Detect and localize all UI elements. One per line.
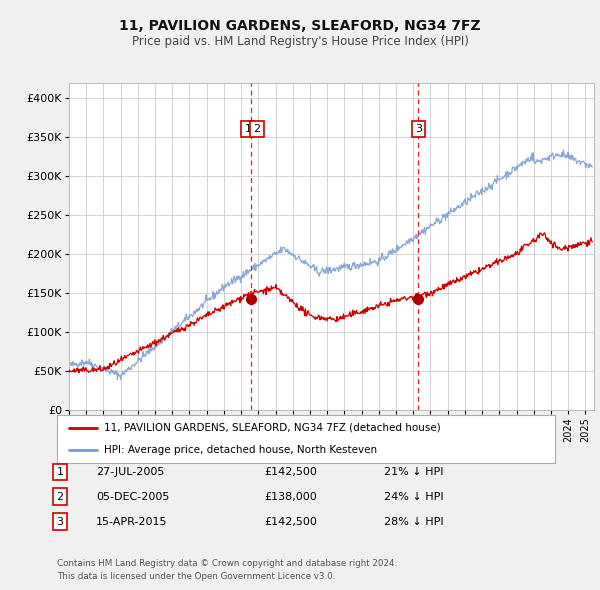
Text: 28% ↓ HPI: 28% ↓ HPI — [384, 517, 443, 526]
Text: £142,500: £142,500 — [264, 467, 317, 477]
Text: 11, PAVILION GARDENS, SLEAFORD, NG34 7FZ: 11, PAVILION GARDENS, SLEAFORD, NG34 7FZ — [119, 19, 481, 33]
Text: 1: 1 — [244, 124, 251, 135]
Text: Price paid vs. HM Land Registry's House Price Index (HPI): Price paid vs. HM Land Registry's House … — [131, 35, 469, 48]
Text: 3: 3 — [415, 124, 422, 135]
Text: 24% ↓ HPI: 24% ↓ HPI — [384, 492, 443, 502]
Text: £142,500: £142,500 — [264, 517, 317, 526]
Text: Contains HM Land Registry data © Crown copyright and database right 2024.: Contains HM Land Registry data © Crown c… — [57, 559, 397, 568]
Text: 3: 3 — [56, 517, 64, 526]
Text: 27-JUL-2005: 27-JUL-2005 — [96, 467, 164, 477]
Text: 15-APR-2015: 15-APR-2015 — [96, 517, 167, 526]
Text: £138,000: £138,000 — [264, 492, 317, 502]
Text: 21% ↓ HPI: 21% ↓ HPI — [384, 467, 443, 477]
Text: HPI: Average price, detached house, North Kesteven: HPI: Average price, detached house, Nort… — [104, 445, 377, 455]
Text: 2: 2 — [253, 124, 260, 135]
Text: 05-DEC-2005: 05-DEC-2005 — [96, 492, 169, 502]
Text: 1: 1 — [56, 467, 64, 477]
Text: 2: 2 — [56, 492, 64, 502]
Text: This data is licensed under the Open Government Licence v3.0.: This data is licensed under the Open Gov… — [57, 572, 335, 581]
Text: 11, PAVILION GARDENS, SLEAFORD, NG34 7FZ (detached house): 11, PAVILION GARDENS, SLEAFORD, NG34 7FZ… — [104, 423, 441, 433]
